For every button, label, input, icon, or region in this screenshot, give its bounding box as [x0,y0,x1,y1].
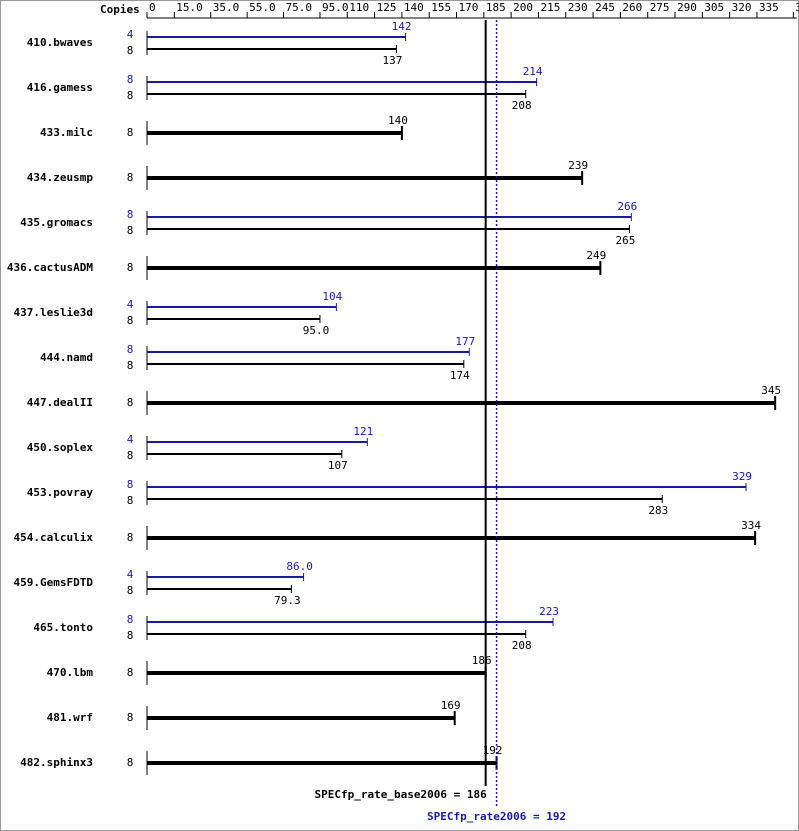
base-value-label: 265 [616,234,636,247]
peak-value-label: 121 [353,425,373,438]
x-tick-label: 55.0 [249,1,276,14]
base-copies: 8 [127,261,134,274]
base-value-label: 283 [648,504,668,517]
base-copies: 8 [127,224,134,237]
x-tick-label: 275 [650,1,670,14]
base-copies: 8 [127,359,134,372]
x-tick-label: 230 [568,1,588,14]
x-tick-label: 155 [431,1,451,14]
peak-value-label: 223 [539,605,559,618]
benchmark-name: 433.milc [40,126,93,139]
x-tick-label: 335 [759,1,779,14]
peak-value-label: 142 [392,20,412,33]
base-value-label: 169 [441,699,461,712]
x-tick-label: 320 [732,1,752,14]
x-tick-label: 35.0 [213,1,240,14]
benchmark-name: 459.GemsFDTD [14,576,94,589]
base-copies: 8 [127,396,134,409]
reference-label: SPECfp_rate_base2006 = 186 [315,788,488,801]
base-value-label: 137 [383,54,403,67]
x-tick-label: 95.0 [322,1,349,14]
x-tick-label: 245 [595,1,615,14]
benchmark-name: 454.calculix [14,531,94,544]
copies-header: Copies [100,3,140,16]
benchmark-name: 410.bwaves [27,36,93,49]
base-value-label: 208 [512,99,532,112]
base-copies: 8 [127,449,134,462]
benchmark-name: 437.leslie3d [14,306,93,319]
base-copies: 8 [127,711,134,724]
base-value-label: 95.0 [303,324,330,337]
peak-copies: 4 [127,298,134,311]
benchmark-name: 482.sphinx3 [20,756,93,769]
base-copies: 8 [127,584,134,597]
reference-label: SPECfp_rate2006 = 192 [427,810,566,823]
base-value-label: 208 [512,639,532,652]
base-value-label: 239 [568,159,588,172]
peak-value-label: 329 [732,470,752,483]
peak-value-label: 214 [523,65,543,78]
benchmark-name: 481.wrf [47,711,93,724]
x-tick-label: 75.0 [286,1,313,14]
benchmark-name: 447.dealII [27,396,93,409]
benchmark-name: 444.namd [40,351,93,364]
x-tick-label: 15.0 [176,1,203,14]
base-copies: 8 [127,126,134,139]
peak-value-label: 177 [455,335,475,348]
x-tick-label: 185 [486,1,506,14]
benchmark-name: 453.povray [27,486,94,499]
benchmark-name: 434.zeusmp [27,171,94,184]
base-value-label: 186 [472,654,492,667]
peak-copies: 8 [127,478,134,491]
benchmark-name: 435.gromacs [20,216,93,229]
base-value-label: 345 [761,384,781,397]
x-tick-label: 140 [404,1,424,14]
base-copies: 8 [127,666,134,679]
base-copies: 8 [127,171,134,184]
peak-copies: 4 [127,568,134,581]
base-copies: 8 [127,531,134,544]
base-value-label: 140 [388,114,408,127]
base-copies: 8 [127,494,134,507]
x-tick-label: 260 [622,1,642,14]
base-copies: 8 [127,89,134,102]
peak-value-label: 266 [617,200,637,213]
peak-copies: 8 [127,343,134,356]
base-value-label: 192 [483,744,503,757]
peak-copies: 4 [127,28,134,41]
x-tick-label: 200 [513,1,533,14]
x-tick-label: 0 [149,1,156,14]
x-tick-label: 110 [349,1,369,14]
benchmark-name: 416.gamess [27,81,93,94]
peak-value-label: 86.0 [286,560,313,573]
base-value-label: 249 [586,249,606,262]
peak-copies: 8 [127,208,134,221]
peak-copies: 8 [127,73,134,86]
benchmark-name: 450.soplex [27,441,94,454]
x-tick-label: 215 [540,1,560,14]
x-tick-label: 125 [377,1,397,14]
base-copies: 8 [127,44,134,57]
x-tick-label: 290 [677,1,697,14]
x-tick-label: 305 [704,1,724,14]
base-value-label: 79.3 [274,594,301,607]
benchmark-name: 470.lbm [47,666,94,679]
base-value-label: 334 [741,519,761,532]
peak-copies: 4 [127,433,134,446]
x-tick-label: 170 [459,1,479,14]
benchmark-name: 465.tonto [33,621,93,634]
base-value-label: 174 [450,369,470,382]
base-copies: 8 [127,629,134,642]
x-tick-label: 355 [795,1,799,14]
peak-copies: 8 [127,613,134,626]
base-copies: 8 [127,314,134,327]
base-value-label: 107 [328,459,348,472]
base-copies: 8 [127,756,134,769]
peak-value-label: 104 [322,290,342,303]
benchmark-name: 436.cactusADM [7,261,93,274]
